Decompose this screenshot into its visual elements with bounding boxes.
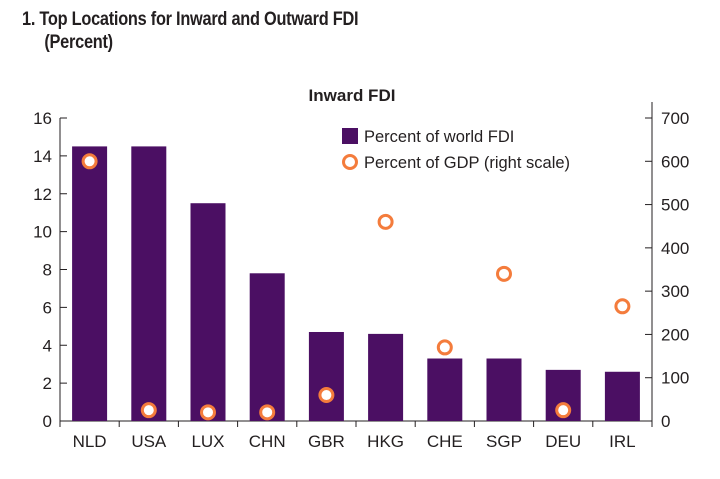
x-label-che: CHE — [427, 432, 463, 451]
left-tick-label: 14 — [33, 147, 52, 166]
dot-gbr — [318, 387, 335, 404]
bar-nld — [72, 146, 108, 421]
x-label-nld: NLD — [73, 432, 107, 451]
right-tick-label: 700 — [661, 109, 689, 128]
left-tick-label: 10 — [33, 223, 52, 242]
x-label-deu: DEU — [545, 432, 581, 451]
right-tick-label: 0 — [661, 412, 670, 431]
right-tick-label: 500 — [661, 196, 689, 215]
left-tick-label: 6 — [43, 298, 52, 317]
left-tick-label: 4 — [43, 336, 52, 355]
legend-swatch-dot — [342, 154, 358, 170]
bar-hkg — [368, 333, 404, 421]
left-tick-label: 8 — [43, 261, 52, 280]
x-label-irl: IRL — [609, 432, 635, 451]
legend-swatch-bar — [342, 128, 358, 144]
dot-sgp — [496, 265, 512, 282]
figure-title-line2: (Percent) — [44, 32, 113, 53]
bar-chn — [249, 273, 285, 421]
x-label-usa: USA — [131, 432, 167, 451]
x-label-sgp: SGP — [486, 432, 522, 451]
right-tick-label: 300 — [661, 282, 689, 301]
dot-chn — [259, 404, 276, 421]
right-tick-label: 600 — [661, 152, 689, 171]
x-axis-labels: NLD USA LUX CHN GBR HKG CHE SGP DEU IRL — [73, 432, 636, 451]
right-tick-label: 100 — [661, 369, 689, 388]
bar-irl — [604, 371, 640, 421]
legend-label-dot: Percent of GDP (right scale) — [364, 154, 570, 172]
bar-che — [427, 358, 463, 421]
legend-label-bar: Percent of world FDI — [364, 128, 514, 146]
right-tick-label: 400 — [661, 239, 689, 258]
x-label-lux: LUX — [191, 432, 224, 451]
x-label-gbr: GBR — [308, 432, 345, 451]
left-tick-label: 12 — [33, 185, 52, 204]
dot-che — [436, 339, 453, 356]
bar-usa — [131, 146, 167, 421]
left-tick-label: 0 — [43, 412, 52, 431]
dot-deu — [555, 402, 572, 419]
dot-irl — [614, 298, 631, 315]
dot-usa — [140, 402, 157, 419]
bar-sgp — [486, 358, 522, 421]
figure-title: 1. Top Locations for Inward and Outward … — [22, 8, 359, 54]
dot-nld — [81, 153, 98, 170]
chart-title: Inward FDI — [309, 86, 396, 105]
x-label-hkg: HKG — [367, 432, 404, 451]
bar-series — [72, 146, 640, 421]
left-tick-label: 2 — [43, 374, 52, 393]
x-label-chn: CHN — [249, 432, 286, 451]
legend: Percent of world FDI Percent of GDP (righ… — [342, 128, 570, 172]
right-tick-label: 200 — [661, 325, 689, 344]
dot-hkg — [377, 213, 394, 230]
bar-lux — [190, 203, 226, 421]
figure-title-line1: 1. Top Locations for Inward and Outward … — [22, 9, 359, 30]
dot-lux — [200, 404, 216, 421]
bar-gbr — [308, 331, 344, 421]
left-tick-label: 16 — [33, 109, 52, 128]
dot-series — [81, 153, 631, 421]
